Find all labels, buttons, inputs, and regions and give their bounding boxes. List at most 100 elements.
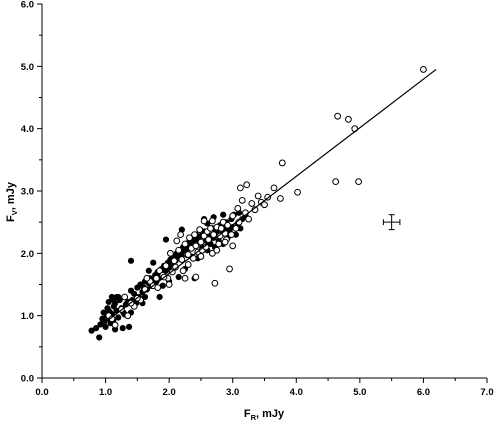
open-data-point (154, 284, 162, 292)
filled-data-point (220, 211, 227, 218)
y-axis-title: FV, mJy (5, 181, 19, 222)
open-data-point (191, 231, 198, 239)
open-data-point (175, 246, 183, 254)
open-data-point (355, 178, 362, 186)
open-data-point (332, 178, 340, 186)
open-data-point (228, 231, 235, 239)
filled-data-point (125, 323, 133, 330)
x-axis-title-unit: , mJy (256, 408, 285, 420)
open-data-point (200, 217, 208, 225)
y-tick-label: 5.0 (21, 62, 34, 73)
open-data-point (261, 201, 268, 209)
open-data-point (232, 225, 240, 232)
filled-data-point (131, 290, 138, 297)
open-data-point (173, 237, 181, 245)
plot-content (88, 66, 437, 341)
open-data-point (234, 205, 242, 212)
x-axis-ticks: 0.0 1.0 2.0 3.0 4.0 5.0 6.0 7.0 (35, 378, 494, 398)
open-data-point (121, 293, 129, 301)
y-tick-label: 3.0 (21, 187, 34, 198)
open-data-point (208, 217, 216, 225)
filled-data-point (102, 323, 109, 330)
y-tick-label: 4.0 (21, 124, 34, 135)
y-tick-label: 2.0 (21, 249, 34, 260)
x-tick-label: 4.0 (290, 387, 303, 398)
filled-data-point (162, 236, 170, 243)
open-data-point (177, 231, 184, 239)
y-axis-title-sub: V (10, 210, 19, 215)
open-data-point (124, 312, 132, 320)
open-data-point (270, 184, 278, 192)
open-data-point (208, 249, 216, 257)
open-data-point (294, 188, 301, 196)
filled-data-point (175, 273, 182, 281)
open-data-point (167, 249, 174, 257)
open-data-point (226, 265, 233, 273)
open-data-point (248, 200, 256, 207)
x-tick-label: 1.0 (99, 387, 112, 398)
x-axis-title: FR, mJy (244, 408, 285, 421)
open-data-point (162, 262, 170, 270)
open-data-point (420, 66, 427, 73)
y-tick-label: 1.0 (21, 311, 34, 322)
open-data-point (217, 225, 225, 232)
open-data-point (245, 215, 253, 223)
open-data-point (219, 218, 227, 226)
plot-frame (41, 4, 487, 379)
y-axis-title-unit: , mJy (5, 181, 17, 210)
filled-data-point (119, 325, 126, 332)
open-data-point (215, 240, 223, 248)
open-data-point (165, 281, 173, 288)
open-data-point (243, 181, 251, 189)
open-data-point (345, 115, 352, 123)
open-data-point (143, 274, 151, 282)
filled-data-point (105, 298, 112, 306)
filled-data-point (127, 257, 135, 264)
open-data-point (334, 112, 342, 120)
open-data-point (197, 238, 205, 246)
open-data-point (181, 274, 189, 282)
filled-data-point (96, 334, 103, 341)
filled-data-point (145, 267, 152, 274)
open-data-point (229, 212, 237, 220)
filled-data-point (156, 293, 163, 301)
x-tick-label: 2.0 (163, 387, 176, 398)
filled-data-point (150, 259, 157, 266)
x-axis-title-main: F (244, 408, 251, 420)
filled-data-point (88, 327, 95, 334)
filled-data-point (115, 314, 122, 321)
open-data-point (205, 236, 212, 244)
x-axis-title-sub: R (251, 413, 257, 421)
open-data-point (207, 225, 214, 232)
open-data-point (153, 274, 160, 282)
open-data-point (192, 242, 200, 250)
open-data-point (178, 256, 186, 263)
open-data-point (184, 251, 192, 258)
open-data-point (213, 246, 221, 254)
y-tick-label: 6.0 (21, 0, 34, 11)
fit-line (95, 68, 437, 330)
open-data-point (111, 321, 119, 329)
open-data-point (229, 242, 237, 250)
y-axis-ticks: 0.0 1.0 2.0 3.0 4.0 5.0 6.0 (21, 0, 42, 385)
open-data-point (238, 196, 246, 204)
x-tick-label: 5.0 (353, 387, 366, 398)
open-data-point (181, 240, 189, 248)
open-data-point (254, 192, 262, 200)
open-data-point (211, 279, 219, 287)
x-tick-label: 3.0 (226, 387, 239, 398)
open-data-point (197, 253, 205, 260)
open-data-point (210, 231, 218, 239)
x-tick-label: 0.0 (35, 387, 48, 398)
open-data-point (170, 257, 178, 265)
open-data-point (236, 184, 244, 192)
y-tick-label: 0.0 (21, 374, 34, 385)
open-data-point (179, 267, 187, 275)
open-data-point (196, 226, 204, 234)
filled-data-point (110, 296, 117, 303)
open-data-point (221, 238, 229, 246)
y-axis-title-main: F (5, 215, 17, 222)
x-tick-label: 7.0 (480, 387, 493, 398)
open-data-point (278, 159, 286, 167)
filled-data-point (141, 293, 149, 301)
